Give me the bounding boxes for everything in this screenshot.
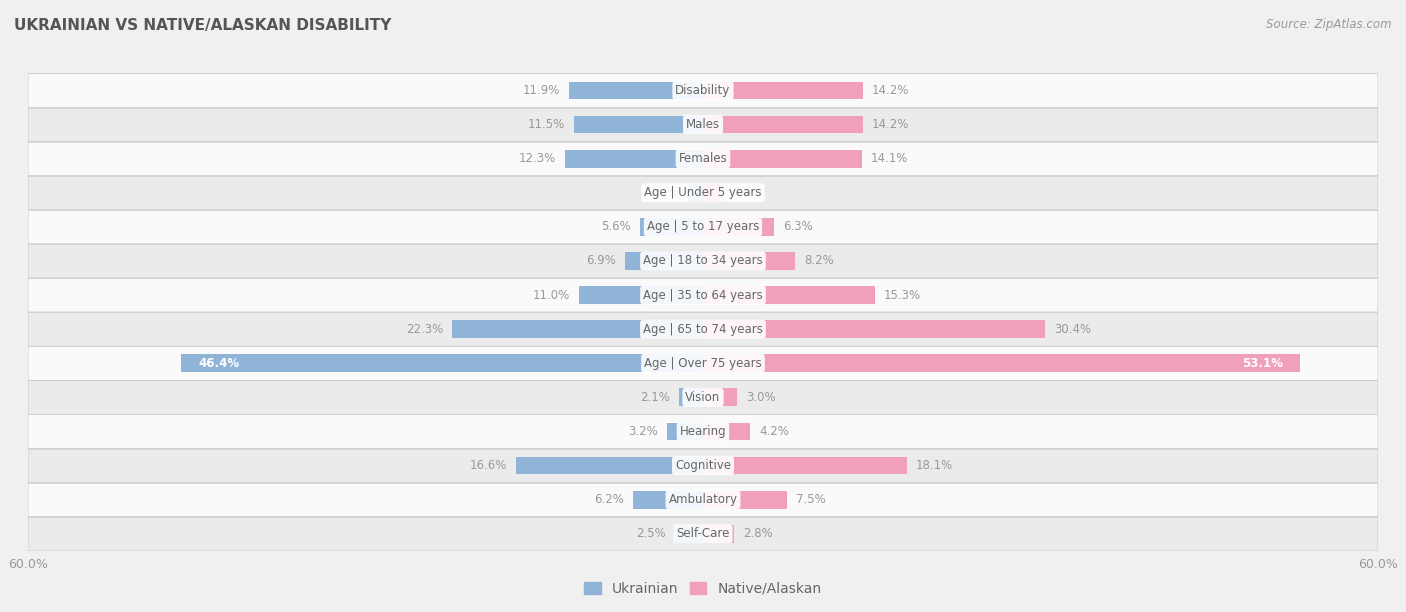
Text: 14.1%: 14.1% <box>870 152 908 165</box>
Bar <box>579 286 703 304</box>
Bar <box>703 116 863 133</box>
Text: 2.5%: 2.5% <box>636 528 666 540</box>
FancyBboxPatch shape <box>28 244 1378 278</box>
Text: 30.4%: 30.4% <box>1054 323 1091 335</box>
Bar <box>703 184 724 201</box>
Text: Females: Females <box>679 152 727 165</box>
FancyBboxPatch shape <box>28 73 1378 108</box>
Text: 1.9%: 1.9% <box>734 186 763 200</box>
Bar <box>703 389 737 406</box>
Text: Disability: Disability <box>675 84 731 97</box>
Text: 18.1%: 18.1% <box>915 459 953 472</box>
Bar <box>703 423 751 440</box>
Text: Age | 65 to 74 years: Age | 65 to 74 years <box>643 323 763 335</box>
FancyBboxPatch shape <box>28 414 1378 449</box>
Text: Ambulatory: Ambulatory <box>668 493 738 506</box>
Text: Source: ZipAtlas.com: Source: ZipAtlas.com <box>1267 18 1392 31</box>
Bar <box>703 286 875 304</box>
Text: Age | 35 to 64 years: Age | 35 to 64 years <box>643 289 763 302</box>
Bar <box>703 457 907 474</box>
Text: Vision: Vision <box>685 391 721 404</box>
Text: UKRAINIAN VS NATIVE/ALASKAN DISABILITY: UKRAINIAN VS NATIVE/ALASKAN DISABILITY <box>14 18 391 34</box>
Bar <box>640 218 703 236</box>
Text: Males: Males <box>686 118 720 131</box>
Text: 3.2%: 3.2% <box>628 425 658 438</box>
Bar <box>626 252 703 270</box>
Text: 3.0%: 3.0% <box>745 391 775 404</box>
Bar <box>703 354 1301 372</box>
Bar <box>181 354 703 372</box>
Bar <box>703 525 734 543</box>
Text: 15.3%: 15.3% <box>884 289 921 302</box>
Text: Age | Over 75 years: Age | Over 75 years <box>644 357 762 370</box>
FancyBboxPatch shape <box>28 449 1378 483</box>
Text: 2.8%: 2.8% <box>744 528 773 540</box>
Text: 5.6%: 5.6% <box>602 220 631 233</box>
FancyBboxPatch shape <box>28 346 1378 380</box>
Text: 6.3%: 6.3% <box>783 220 813 233</box>
Text: Age | 5 to 17 years: Age | 5 to 17 years <box>647 220 759 233</box>
Text: 4.2%: 4.2% <box>759 425 789 438</box>
Text: 2.1%: 2.1% <box>641 391 671 404</box>
Bar <box>565 150 703 168</box>
FancyBboxPatch shape <box>28 380 1378 414</box>
Bar <box>675 525 703 543</box>
FancyBboxPatch shape <box>28 210 1378 244</box>
Bar <box>703 150 862 168</box>
Bar <box>679 389 703 406</box>
Bar <box>703 81 863 99</box>
Text: 7.5%: 7.5% <box>796 493 827 506</box>
Text: 12.3%: 12.3% <box>519 152 555 165</box>
Text: 46.4%: 46.4% <box>198 357 239 370</box>
Bar <box>703 320 1045 338</box>
Text: 22.3%: 22.3% <box>406 323 443 335</box>
Text: 53.1%: 53.1% <box>1243 357 1284 370</box>
Bar <box>633 491 703 509</box>
FancyBboxPatch shape <box>28 176 1378 210</box>
Text: 14.2%: 14.2% <box>872 118 910 131</box>
FancyBboxPatch shape <box>28 278 1378 312</box>
FancyBboxPatch shape <box>28 483 1378 517</box>
Bar <box>574 116 703 133</box>
Text: Age | Under 5 years: Age | Under 5 years <box>644 186 762 200</box>
FancyBboxPatch shape <box>28 312 1378 346</box>
Text: 14.2%: 14.2% <box>872 84 910 97</box>
Text: Cognitive: Cognitive <box>675 459 731 472</box>
FancyBboxPatch shape <box>28 108 1378 141</box>
Text: 11.0%: 11.0% <box>533 289 571 302</box>
Bar <box>703 218 773 236</box>
Text: 6.9%: 6.9% <box>586 255 616 267</box>
Bar <box>703 491 787 509</box>
Bar <box>569 81 703 99</box>
Text: 11.9%: 11.9% <box>523 84 560 97</box>
Text: Self-Care: Self-Care <box>676 528 730 540</box>
Text: Hearing: Hearing <box>679 425 727 438</box>
Text: 1.3%: 1.3% <box>650 186 679 200</box>
FancyBboxPatch shape <box>28 141 1378 176</box>
Bar <box>453 320 703 338</box>
Text: Age | 18 to 34 years: Age | 18 to 34 years <box>643 255 763 267</box>
Bar <box>516 457 703 474</box>
Text: 6.2%: 6.2% <box>595 493 624 506</box>
Bar <box>703 252 796 270</box>
Text: 11.5%: 11.5% <box>527 118 565 131</box>
Text: 16.6%: 16.6% <box>470 459 508 472</box>
Bar <box>689 184 703 201</box>
FancyBboxPatch shape <box>28 517 1378 551</box>
Bar <box>666 423 703 440</box>
Text: 8.2%: 8.2% <box>804 255 834 267</box>
Legend: Ukrainian, Native/Alaskan: Ukrainian, Native/Alaskan <box>579 576 827 601</box>
